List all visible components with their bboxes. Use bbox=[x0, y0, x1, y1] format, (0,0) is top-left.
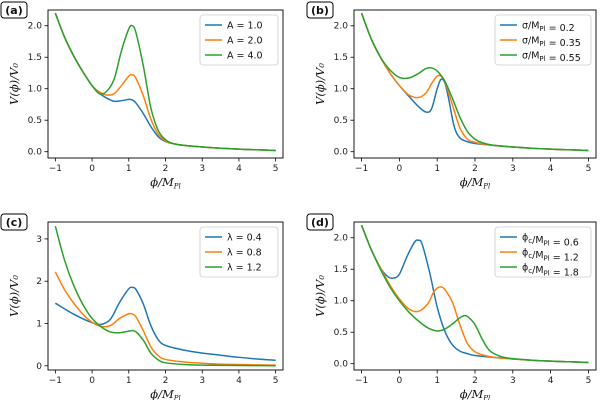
x-tick-label: 3 bbox=[510, 164, 516, 174]
y-axis-label: V(ϕ)/V₀ bbox=[7, 275, 21, 317]
y-tick-label: 1.5 bbox=[334, 265, 348, 275]
x-tick-label: 3 bbox=[199, 164, 205, 174]
x-tick-label: 2 bbox=[163, 164, 169, 174]
x-tick-label: −1 bbox=[49, 164, 62, 174]
x-axis-label: ϕ/MPl bbox=[460, 387, 490, 400]
legend-entry: σ/MPl = 0.35 bbox=[522, 36, 581, 50]
x-tick-label: 3 bbox=[510, 376, 516, 386]
svg-text:(d): (d) bbox=[311, 216, 329, 229]
svg-text:(a): (a) bbox=[5, 4, 22, 17]
y-tick-label: 0.0 bbox=[334, 148, 349, 158]
legend-box bbox=[199, 226, 279, 278]
panel-b: −1 0 1 2 3 4 5 0.0 0.5 1.0 1.5 2.0 ϕ/MPl V(ϕ)/V₀ (b) σ/… bbox=[306, 1, 597, 191]
x-tick-label: 5 bbox=[273, 164, 279, 174]
x-tick-label: 1 bbox=[434, 164, 440, 174]
y-tick-label: 3 bbox=[36, 235, 42, 245]
y-tick-label: 1 bbox=[36, 319, 42, 329]
x-tick-label: 4 bbox=[548, 376, 554, 386]
panel-tag: (c) bbox=[0, 213, 28, 231]
x-axis-label: ϕ/MPl bbox=[460, 175, 490, 191]
legend-entry: λ = 0.4 bbox=[227, 233, 262, 244]
y-tick-label: 0.5 bbox=[334, 328, 348, 338]
legend-entry: A = 4.0 bbox=[227, 51, 263, 62]
y-tick-label: 0.5 bbox=[28, 116, 42, 126]
x-tick-label: 0 bbox=[397, 376, 403, 386]
legend: A = 1.0 A = 2.0 A = 4.0 bbox=[199, 14, 279, 66]
y-tick-label: 0 bbox=[36, 362, 42, 372]
x-axis-label: ϕ/MPl bbox=[150, 387, 180, 400]
x-tick-label: 5 bbox=[273, 376, 279, 386]
legend-entry: A = 2.0 bbox=[227, 36, 263, 47]
y-tick-label: 1.5 bbox=[28, 53, 42, 63]
legend-entry: A = 1.0 bbox=[227, 21, 263, 32]
y-tick-label: 2.0 bbox=[334, 234, 349, 244]
legend-entry: ϕc/MPl = 1.8 bbox=[522, 263, 579, 279]
svg-text:(b): (b) bbox=[311, 4, 329, 17]
legend-box bbox=[494, 14, 592, 66]
legend-entry: ϕc/MPl = 1.2 bbox=[522, 248, 579, 264]
x-tick-label: −1 bbox=[49, 376, 62, 386]
panel-a: −1 0 1 2 3 4 5 0.0 0.5 1.0 1.5 2.0 ϕ/MPl V(ϕ)/V₀ (a) A … bbox=[0, 1, 284, 191]
legend-box bbox=[494, 226, 592, 278]
y-axis-label: V(ϕ)/V₀ bbox=[313, 63, 327, 105]
y-axis-label: V(ϕ)/V₀ bbox=[7, 63, 21, 105]
legend-entry: σ/MPl = 0.55 bbox=[522, 51, 581, 65]
x-tick-label: 2 bbox=[163, 376, 169, 386]
y-tick-label: 1.0 bbox=[334, 85, 349, 95]
panel-d: −1 0 1 2 3 4 5 0.0 0.5 1.0 1.5 2.0 ϕ/MPl V(ϕ)/V₀ (d) ϕc… bbox=[306, 213, 597, 400]
series-line-3 bbox=[360, 224, 589, 364]
x-tick-label: 2 bbox=[472, 376, 478, 386]
x-tick-label: 0 bbox=[89, 164, 95, 174]
panel-tag: (d) bbox=[306, 213, 334, 231]
y-tick-label: 2.0 bbox=[334, 22, 349, 32]
y-axis-label: V(ϕ)/V₀ bbox=[313, 275, 327, 317]
x-tick-label: 0 bbox=[397, 164, 403, 174]
panel-tag: (a) bbox=[0, 1, 28, 19]
y-tick-label: 1.5 bbox=[334, 53, 348, 63]
x-tick-label: 0 bbox=[89, 376, 95, 386]
x-tick-label: 2 bbox=[472, 164, 478, 174]
legend: ϕc/MPl = 0.6ϕc/MPl = 1.2ϕc/MPl = 1.8 bbox=[494, 226, 592, 279]
x-tick-label: 4 bbox=[236, 164, 242, 174]
series-line-3 bbox=[360, 12, 589, 152]
x-tick-label: 4 bbox=[236, 376, 242, 386]
x-tick-label: −1 bbox=[355, 376, 368, 386]
series-line-2 bbox=[54, 271, 276, 366]
x-tick-label: 5 bbox=[586, 164, 592, 174]
y-tick-label: 1.0 bbox=[28, 85, 43, 95]
x-tick-label: 4 bbox=[548, 164, 554, 174]
y-tick-label: 2 bbox=[36, 277, 42, 287]
x-tick-label: 5 bbox=[586, 376, 592, 386]
series-line-1 bbox=[54, 286, 276, 362]
y-tick-label: 2.0 bbox=[28, 22, 43, 32]
x-tick-label: 1 bbox=[126, 164, 132, 174]
legend-entry: σ/MPl = 0.2 bbox=[522, 21, 575, 35]
legend-entry: λ = 0.8 bbox=[227, 248, 262, 259]
panel-tag: (b) bbox=[306, 1, 334, 19]
series-line-3 bbox=[54, 12, 276, 152]
x-tick-label: 1 bbox=[126, 376, 132, 386]
y-tick-label: 0.0 bbox=[334, 360, 349, 370]
y-tick-label: 1.0 bbox=[334, 297, 349, 307]
svg-text:(c): (c) bbox=[6, 216, 23, 229]
x-tick-label: 3 bbox=[199, 376, 205, 386]
legend-box bbox=[199, 14, 279, 66]
x-axis-label: ϕ/MPl bbox=[150, 175, 180, 191]
series-line-3 bbox=[54, 226, 276, 367]
x-tick-label: −1 bbox=[355, 164, 368, 174]
legend-entry: λ = 1.2 bbox=[227, 263, 262, 274]
legend: λ = 0.4 λ = 0.8 λ = 1.2 bbox=[199, 226, 279, 278]
y-tick-label: 0.5 bbox=[334, 116, 348, 126]
x-tick-label: 1 bbox=[434, 376, 440, 386]
legend-entry: ϕc/MPl = 0.6 bbox=[522, 233, 579, 249]
legend: σ/MPl = 0.2σ/MPl = 0.35σ/MPl = 0.55 bbox=[494, 14, 592, 66]
y-tick-label: 0.0 bbox=[28, 148, 43, 158]
